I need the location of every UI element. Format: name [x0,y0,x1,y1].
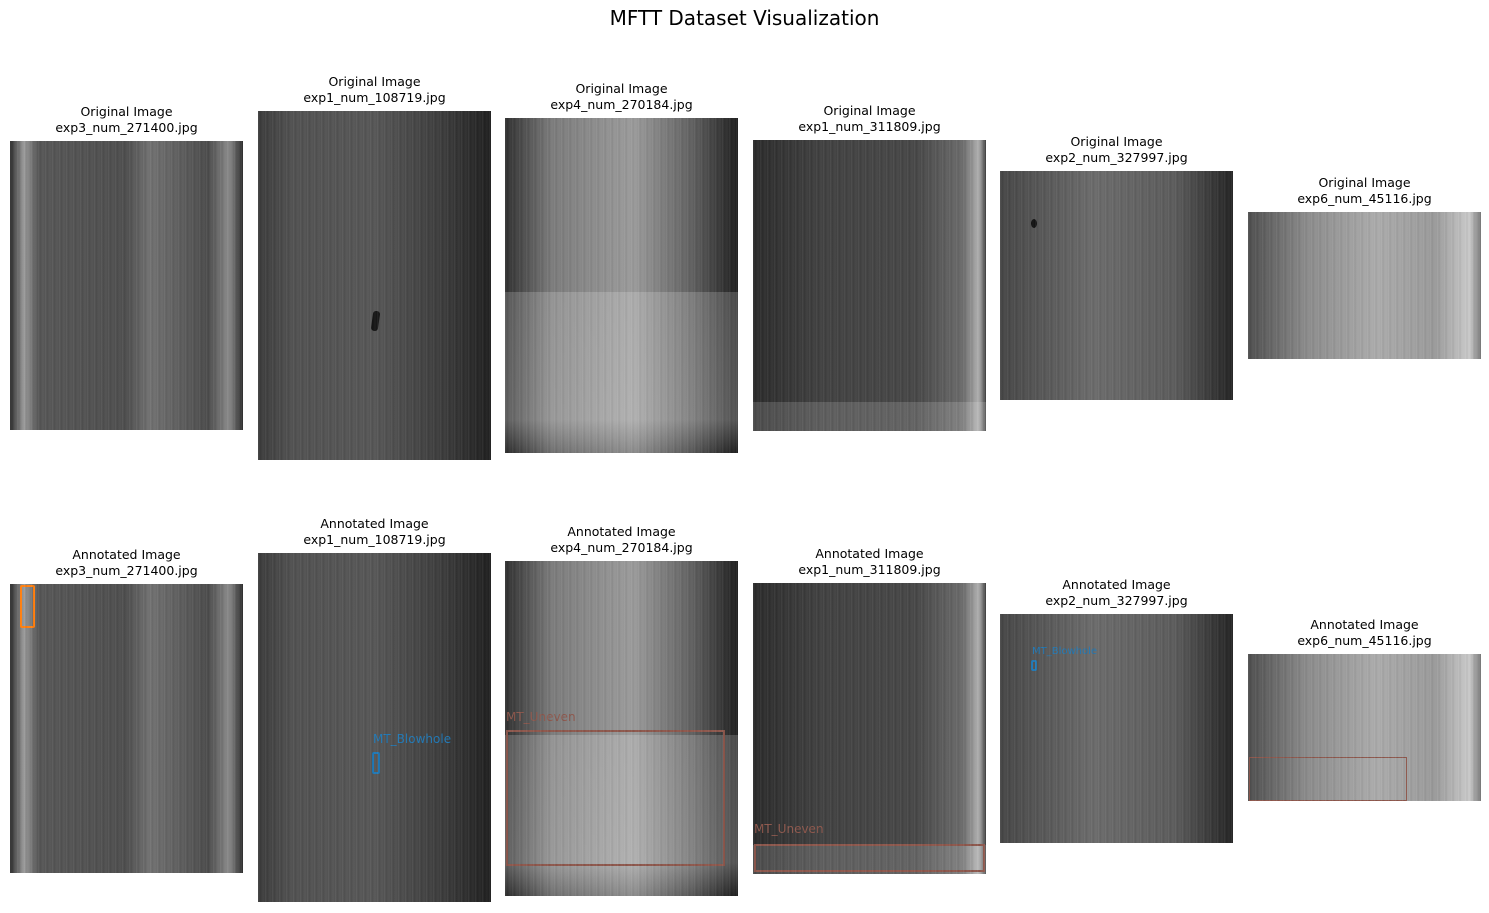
box-label: MT_Blowhole [1032,646,1098,657]
panel-filename: exp1_num_108719.jpg [303,532,446,547]
panel-filename: exp3_num_271400.jpg [55,563,198,578]
bounding-box [372,752,380,774]
bounding-box [1249,757,1407,801]
annotated-image: MT_Uneven [505,561,738,896]
original-image [258,111,491,460]
bounding-box [506,730,725,866]
panel-title: Annotated Image [72,547,181,562]
original-image [10,141,243,430]
panel-filename: exp2_num_327997.jpg [1045,150,1188,165]
defect-mark [1031,219,1037,228]
panel-filename: exp4_num_270184.jpg [550,540,693,555]
panel-title: Original Image [80,104,173,119]
panel-filename: exp2_num_327997.jpg [1045,593,1188,608]
defect-mark [370,310,381,332]
panel-filename: exp1_num_311809.jpg [798,562,941,577]
annotated-image: MT_Blowhole [1000,614,1233,843]
annotated-image: MT_Uneven [753,583,986,874]
panel-filename: exp3_num_271400.jpg [55,120,198,135]
panel-title: Original Image [575,81,668,96]
panel-title: Original Image [328,74,421,89]
annotated-image: MT_Blowhole [258,553,491,902]
panel-filename: exp1_num_311809.jpg [798,119,941,134]
annotated-image [10,584,243,873]
original-image [753,140,986,431]
panel-title: Annotated Image [815,546,924,561]
box-label: MT_Uneven [506,710,576,724]
panel-title: Original Image [1070,134,1163,149]
panel-filename: exp6_num_45116.jpg [1297,191,1432,206]
panel-title: Annotated Image [320,516,429,531]
annotated-image [1248,654,1481,801]
panel-title: Annotated Image [1062,577,1171,592]
panel-title: Annotated Image [567,524,676,539]
bounding-box [1031,660,1037,671]
box-label: MT_Uneven [754,822,824,836]
original-image [1248,212,1481,359]
box-label: MT_Blowhole [373,732,452,746]
bounding-box [754,844,985,872]
bounding-box [20,585,35,628]
panel-title: Annotated Image [1310,617,1419,632]
panel-title: Original Image [823,103,916,118]
panel-filename: exp6_num_45116.jpg [1297,633,1432,648]
original-image [505,118,738,453]
figure-title: MFTT Dataset Visualization [609,6,880,30]
original-image [1000,171,1233,400]
panel-filename: exp4_num_270184.jpg [550,97,693,112]
panel-title: Original Image [1318,175,1411,190]
panel-filename: exp1_num_108719.jpg [303,90,446,105]
